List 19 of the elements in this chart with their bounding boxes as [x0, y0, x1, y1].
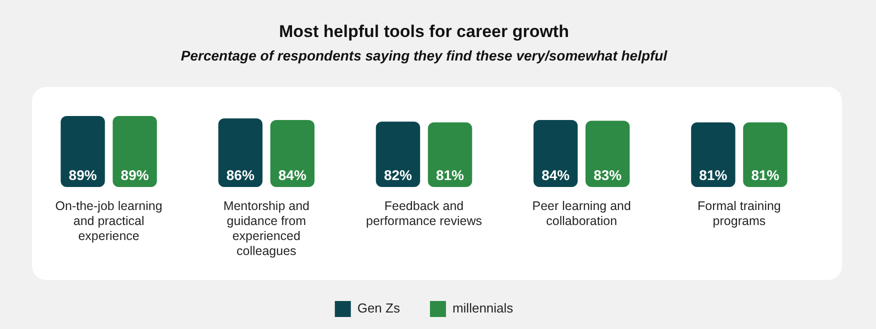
chart-title: Most helpful tools for career growth — [279, 22, 569, 41]
data-label: 81% — [699, 166, 728, 183]
x-tick-label: Feedback and performance reviews — [366, 198, 482, 228]
x-tick-label: Mentorship and guidance from experienced colleagues — [223, 198, 310, 258]
data-label: 84% — [542, 166, 570, 183]
data-label: 82% — [384, 166, 413, 183]
data-label: 89% — [120, 166, 150, 183]
data-label: 89% — [68, 166, 98, 183]
data-label: 81% — [751, 166, 780, 183]
legend-label: millennials — [452, 300, 514, 316]
data-label: 86% — [226, 166, 255, 183]
data-label: 84% — [278, 166, 307, 183]
legend-label: Gen Zs — [357, 300, 400, 316]
data-label: 81% — [436, 166, 465, 183]
chart-subtitle: Percentage of respondents saying they find these very/somewhat helpful — [180, 48, 668, 64]
x-tick-label: On-the-job learning and practical experience — [55, 198, 162, 243]
data-label: 83% — [594, 166, 622, 183]
x-tick-label: Formal training programs — [698, 198, 781, 228]
x-tick-label: Peer learning and collaboration — [532, 198, 631, 228]
